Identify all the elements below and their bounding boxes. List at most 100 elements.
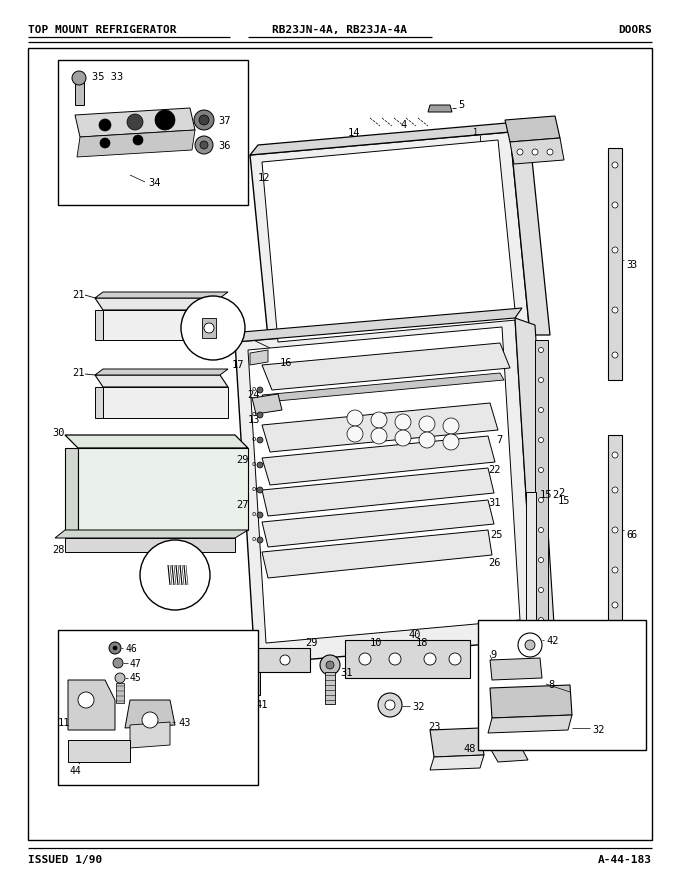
Circle shape	[612, 567, 618, 573]
Polygon shape	[490, 745, 528, 762]
Polygon shape	[262, 500, 494, 547]
Text: 12: 12	[258, 173, 271, 183]
Polygon shape	[225, 648, 310, 672]
Text: 46: 46	[125, 644, 137, 654]
Polygon shape	[262, 436, 495, 485]
Polygon shape	[130, 722, 170, 748]
Circle shape	[194, 110, 214, 130]
Circle shape	[78, 692, 94, 708]
Circle shape	[72, 71, 86, 85]
Circle shape	[612, 487, 618, 493]
Circle shape	[257, 462, 263, 468]
Polygon shape	[608, 435, 622, 625]
Text: 28: 28	[52, 545, 65, 555]
Text: o: o	[252, 511, 256, 517]
Polygon shape	[95, 369, 228, 375]
Circle shape	[612, 307, 618, 313]
Text: 8: 8	[548, 680, 554, 690]
Circle shape	[539, 467, 543, 473]
Text: 16: 16	[280, 358, 292, 368]
Polygon shape	[262, 140, 516, 342]
Text: 11: 11	[58, 718, 71, 728]
Polygon shape	[65, 538, 235, 552]
Circle shape	[419, 416, 435, 432]
Circle shape	[326, 661, 334, 669]
Text: 14: 14	[348, 128, 360, 138]
Circle shape	[612, 202, 618, 208]
Circle shape	[539, 408, 543, 412]
Bar	[28, 48, 652, 840]
Text: 20: 20	[158, 560, 171, 570]
Bar	[58, 60, 248, 205]
Polygon shape	[95, 387, 103, 418]
Polygon shape	[95, 310, 103, 340]
Text: 7: 7	[496, 435, 503, 445]
Circle shape	[113, 646, 117, 650]
Text: 19: 19	[196, 320, 209, 330]
Circle shape	[395, 414, 411, 430]
Text: 37: 37	[218, 116, 231, 126]
Bar	[58, 630, 258, 785]
Text: 30: 30	[52, 428, 65, 438]
Text: TOP MOUNT REFRIGERATOR: TOP MOUNT REFRIGERATOR	[28, 25, 177, 35]
Polygon shape	[235, 318, 535, 664]
Text: 15: 15	[540, 490, 552, 500]
Polygon shape	[75, 80, 84, 105]
Polygon shape	[262, 373, 504, 402]
Polygon shape	[262, 530, 492, 578]
Polygon shape	[262, 468, 494, 516]
Polygon shape	[77, 130, 195, 157]
Polygon shape	[515, 318, 555, 640]
Circle shape	[539, 377, 543, 383]
Circle shape	[518, 633, 542, 657]
Polygon shape	[488, 715, 572, 733]
Text: 13: 13	[248, 415, 260, 425]
Circle shape	[612, 602, 618, 608]
Circle shape	[532, 149, 538, 155]
Text: 18: 18	[416, 638, 428, 648]
Text: 43: 43	[178, 718, 190, 728]
Circle shape	[359, 653, 371, 665]
Polygon shape	[95, 292, 228, 298]
Text: RB23JN-4A, RB23JA-4A: RB23JN-4A, RB23JA-4A	[273, 25, 407, 35]
Text: 32: 32	[592, 725, 605, 735]
Text: 3: 3	[626, 260, 632, 270]
Circle shape	[539, 618, 543, 622]
Text: 40: 40	[408, 630, 420, 640]
Polygon shape	[95, 298, 228, 310]
Circle shape	[612, 527, 618, 533]
Polygon shape	[430, 728, 484, 757]
Text: 24: 24	[247, 390, 260, 400]
Circle shape	[347, 410, 363, 426]
Circle shape	[109, 642, 121, 654]
Text: 21: 21	[72, 368, 84, 378]
Circle shape	[539, 528, 543, 532]
Circle shape	[99, 119, 111, 131]
Circle shape	[181, 296, 245, 360]
Circle shape	[419, 432, 435, 448]
Polygon shape	[428, 105, 452, 112]
Text: ISSUED 1/90: ISSUED 1/90	[28, 855, 102, 865]
Polygon shape	[225, 672, 260, 695]
Text: 48: 48	[464, 744, 476, 754]
Text: 41: 41	[255, 700, 267, 710]
Polygon shape	[75, 108, 195, 137]
Text: 31: 31	[488, 498, 500, 508]
Circle shape	[539, 438, 543, 442]
Text: 44: 44	[70, 766, 82, 776]
Text: A-44-183: A-44-183	[598, 855, 652, 865]
Circle shape	[257, 387, 263, 393]
Circle shape	[517, 149, 523, 155]
Text: 39: 39	[220, 700, 233, 710]
Text: 2: 2	[558, 488, 564, 498]
Polygon shape	[345, 640, 470, 678]
Polygon shape	[510, 132, 550, 335]
Circle shape	[539, 347, 543, 352]
Circle shape	[195, 136, 213, 154]
Circle shape	[320, 655, 340, 675]
Circle shape	[443, 434, 459, 450]
Circle shape	[612, 452, 618, 458]
Circle shape	[113, 658, 123, 668]
Circle shape	[200, 141, 208, 149]
Text: 6: 6	[630, 530, 636, 540]
